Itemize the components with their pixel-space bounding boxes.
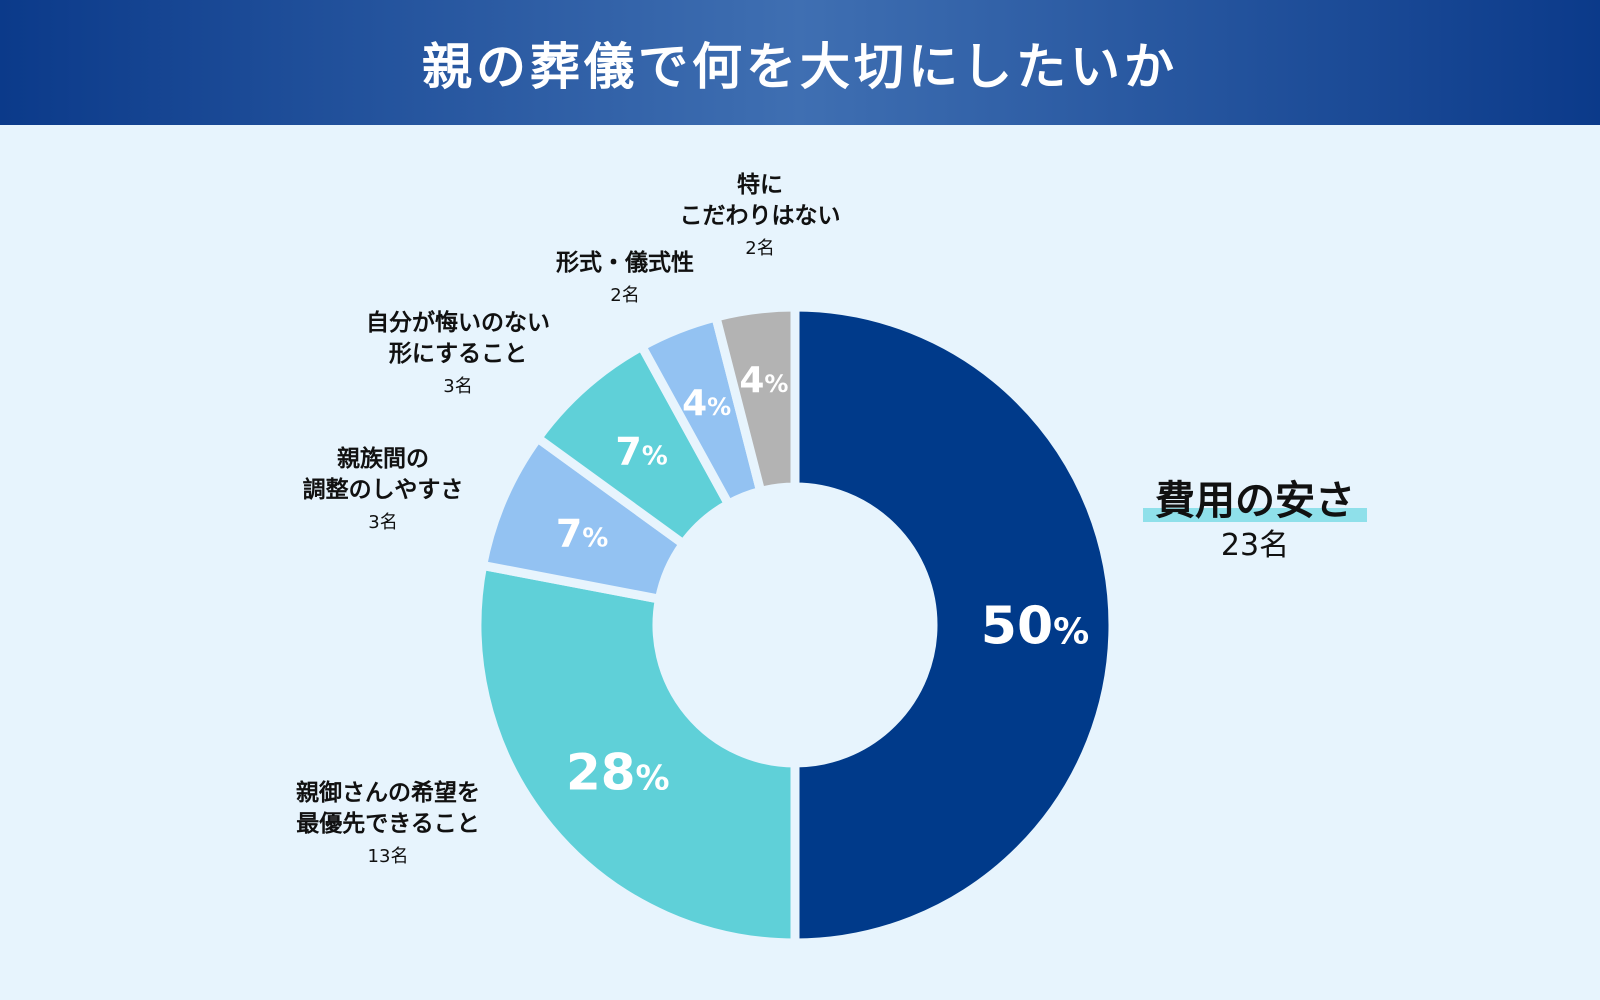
slice-1-count: 23名: [1220, 528, 1290, 563]
slice-5-count: 2名: [610, 285, 640, 306]
slice-2-category-label: 親御さんの希望を 最優先できること 13名: [296, 778, 480, 872]
slice-4-name: 自分が悔いのない 形にすること: [366, 310, 550, 367]
slice-3-name: 親族間の 調整のしやすさ: [302, 446, 464, 503]
slice-5-percent-label: 4%: [682, 383, 731, 424]
slice-2-percent-label: 28%: [566, 744, 670, 802]
slice-1-percent-label: 50%: [981, 597, 1089, 657]
slice-5-name: 形式・儀式性: [556, 250, 694, 276]
slice-2: [472, 560, 800, 948]
slice-6-name: 特に こだわりはない: [679, 172, 841, 229]
slice-1-name: 費用の安さ: [1143, 478, 1367, 524]
chart-title: 親の葬儀で何を大切にしたいか: [422, 37, 1178, 96]
slice-6-count: 2名: [745, 238, 775, 259]
slice-4-count: 3名: [443, 376, 473, 397]
slice-6-percent-label: 4%: [739, 360, 788, 401]
slice-4-percent-label: 7%: [615, 430, 668, 474]
slice-6-category-label: 特に こだわりはない 2名: [680, 170, 841, 264]
slice-4-category-label: 自分が悔いのない 形にすること 3名: [366, 308, 550, 402]
slice-3-count: 3名: [368, 512, 398, 533]
slice-5-category-label: 形式・儀式性 2名: [556, 248, 694, 311]
slice-2-count: 13名: [367, 846, 409, 867]
slice-3-category-label: 親族間の 調整のしやすさ 3名: [303, 444, 464, 538]
slice-1: [790, 302, 1118, 948]
slice-6: [710, 302, 800, 497]
slice-2-name: 親御さんの希望を 最優先できること: [296, 780, 480, 837]
slice-3-percent-label: 7%: [556, 512, 609, 556]
title-banner: 親の葬儀で何を大切にしたいか: [0, 0, 1600, 125]
slice-1-category-label: 費用の安さ 23名: [1143, 478, 1367, 566]
